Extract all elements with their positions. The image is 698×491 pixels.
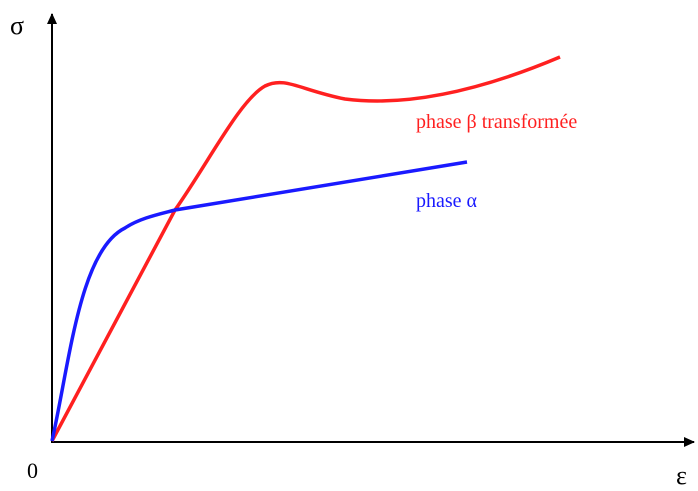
x-axis-label: ε bbox=[676, 461, 687, 490]
curve-beta bbox=[50, 55, 561, 442]
curve-label: phase α bbox=[416, 190, 478, 212]
y-axis-label: σ bbox=[10, 11, 24, 40]
curve-label: phase β transformée bbox=[416, 111, 577, 133]
curve-alpha bbox=[50, 160, 468, 442]
origin-label: 0 bbox=[27, 458, 38, 483]
